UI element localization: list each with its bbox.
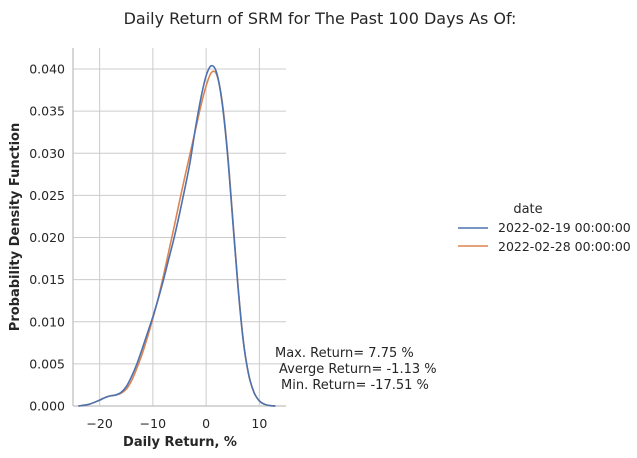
legend: date 2022-02-19 00:00:00 2022-02-28 00:0… — [458, 202, 631, 254]
stats-annotation: Max. Return= 7.75 % Averge Return= -1.13… — [275, 346, 437, 393]
chart-title: Daily Return of SRM for The Past 100 Day… — [124, 9, 517, 28]
series-layer — [78, 64, 276, 407]
legend-label-series-0: 2022-02-19 00:00:00 — [498, 220, 631, 235]
y-tick-label: 0.035 — [29, 104, 65, 119]
legend-label-series-1: 2022-02-28 00:00:00 — [498, 239, 631, 254]
x-tick-labels: −20 −10 0 10 — [86, 416, 267, 431]
y-tick-label: 0.020 — [29, 230, 65, 245]
y-tick-label: 0.000 — [29, 399, 65, 414]
x-tick-label: −10 — [140, 416, 166, 431]
x-gridlines — [99, 48, 260, 406]
x-axis-label: Daily Return, % — [123, 435, 237, 450]
annotation-average-return: Averge Return= -1.13 % — [279, 362, 437, 377]
y-tick-label: 0.040 — [29, 62, 65, 77]
y-tick-label: 0.025 — [29, 188, 65, 203]
series-line-0 — [78, 64, 276, 407]
y-gridlines — [73, 68, 286, 407]
legend-title: date — [513, 202, 542, 217]
x-tick-label: 0 — [202, 416, 210, 431]
x-tick-label: 10 — [251, 416, 267, 431]
y-axis-label: Probability Density Function — [8, 123, 23, 331]
annotation-min-return: Min. Return= -17.51 % — [281, 378, 429, 393]
y-tick-label: 0.005 — [29, 356, 65, 371]
y-tick-labels: 0.000 0.005 0.010 0.015 0.020 0.025 0.030 0.035… — [29, 62, 65, 414]
annotation-max-return: Max. Return= 7.75 % — [275, 346, 414, 361]
x-tick-label: −20 — [86, 416, 112, 431]
y-tick-label: 0.010 — [29, 314, 65, 329]
y-tick-label: 0.015 — [29, 272, 65, 287]
y-tick-label: 0.030 — [29, 146, 65, 161]
